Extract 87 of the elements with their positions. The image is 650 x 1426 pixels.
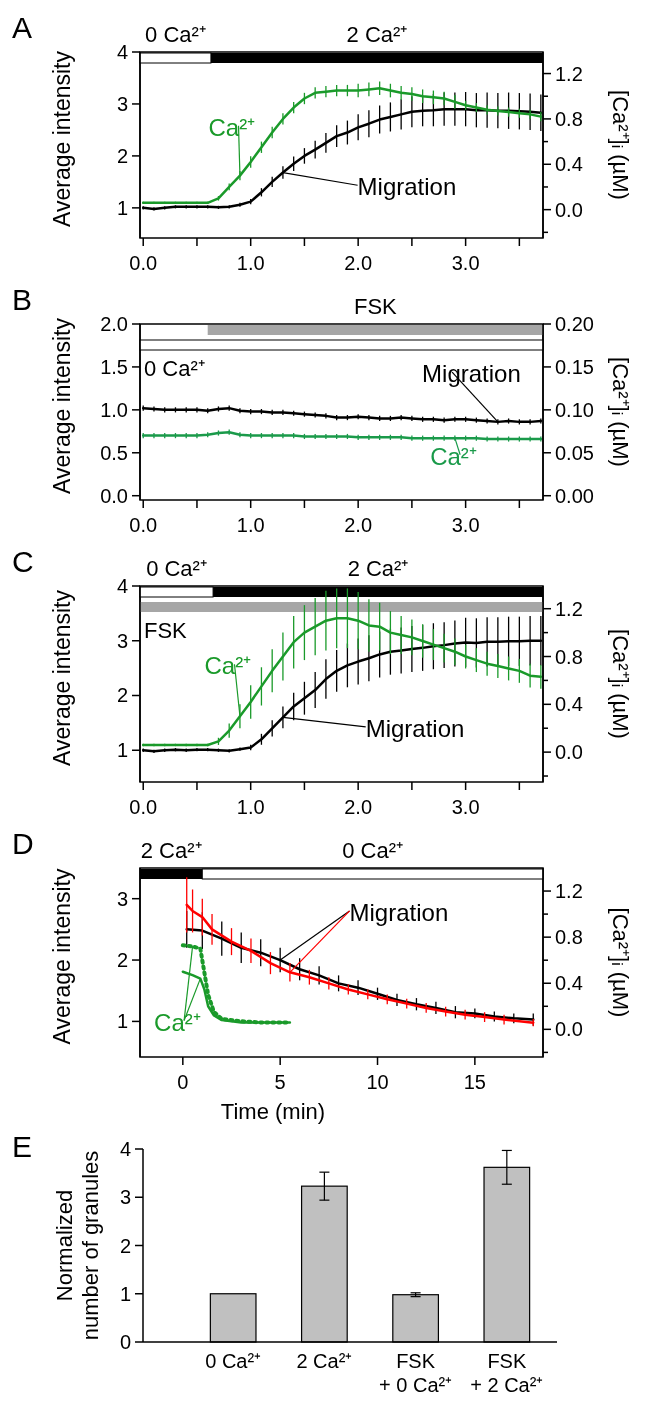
y2-axis-title: [Ca²⁺]ᵢ (µM): [608, 907, 633, 1018]
chart-title: A: [12, 11, 33, 44]
y-axis-title: Average intensity: [49, 317, 75, 495]
band-label: FSK: [353, 294, 398, 319]
y2-tick-label: 0.0: [555, 741, 583, 764]
x-tick-label: 2.0: [344, 514, 373, 536]
y-tick-label: 1: [119, 1282, 131, 1305]
y2-tick-label: 0.0: [555, 198, 583, 221]
x-tick-label: 3.0: [451, 514, 480, 536]
y2-tick-label: 1.2: [555, 880, 583, 903]
y-tick-label: 2: [116, 684, 128, 707]
y-tick-label: 1: [116, 1010, 128, 1033]
y2-tick-label: 0.4: [555, 693, 583, 716]
y2-tick-label: 0.4: [555, 153, 583, 176]
chart-title: B: [12, 283, 33, 316]
y-tick-label: 3: [119, 1186, 131, 1209]
y-tick-label: 2.0: [100, 313, 128, 335]
legend-label: Migration: [365, 714, 465, 742]
band-label: 0 Ca²⁺: [144, 356, 205, 381]
y2-tick-label: 0.15: [555, 355, 594, 378]
y-tick-label: 4: [116, 575, 128, 597]
y-tick-label: 4: [119, 1138, 131, 1160]
chart-title: E: [12, 1130, 33, 1163]
legend-label: Migration: [357, 173, 457, 201]
x-tick-label: FSK + 0 Ca²⁺: [379, 1350, 453, 1396]
x-tick-label: 2.0: [344, 252, 373, 274]
x-tick-label: 2 Ca²⁺: [296, 1350, 353, 1372]
band-label: FSK: [144, 618, 188, 643]
x-axis-title: Time (min): [220, 1099, 326, 1124]
y2-axis-title: [Ca²⁺]ᵢ (µM): [608, 90, 633, 200]
x-tick-label: 3.0: [451, 796, 480, 818]
x-tick-label: 5: [274, 1071, 286, 1093]
y-tick-label: 1.0: [100, 398, 128, 421]
y2-tick-label: 0.8: [555, 107, 583, 130]
band-label: 2 Ca²⁺: [140, 838, 202, 863]
y-tick-label: 1.5: [100, 355, 128, 378]
y-tick-label: 3: [116, 92, 128, 115]
text: Migration: [349, 898, 449, 926]
y-tick-label: 2: [116, 144, 128, 167]
y2-tick-label: 0.8: [555, 645, 583, 668]
y-tick-label: 2: [119, 1234, 131, 1257]
x-tick-label: 15: [463, 1071, 486, 1093]
band-label: 2 Ca²⁺: [346, 22, 408, 47]
series-label: Ca²⁺: [430, 442, 477, 470]
x-tick-label: 0: [177, 1071, 189, 1093]
y-tick-label: 0: [119, 1331, 131, 1353]
y-tick-label: 4: [116, 41, 128, 63]
band-label: 0 Ca²⁺: [145, 22, 206, 47]
y2-axis-title: [Ca²⁺]ᵢ (µM): [608, 357, 633, 467]
y-tick-label: 3: [116, 629, 128, 652]
y2-tick-label: 0.10: [555, 398, 594, 421]
x-tick-label: 1.0: [236, 514, 265, 536]
series-label: Ca²⁺: [154, 1008, 201, 1036]
y2-tick-label: 1.2: [555, 62, 583, 85]
series-label: Ca²⁺: [208, 113, 256, 141]
y-axis-title: Average intensity: [49, 50, 75, 228]
y-axis-title: Average intensity: [49, 589, 75, 767]
series-label: Ca²⁺: [204, 652, 252, 680]
y2-tick-label: 1.2: [555, 597, 583, 620]
y2-tick-label: 0.20: [555, 313, 594, 335]
x-tick-label: 0 Ca²⁺: [205, 1350, 262, 1372]
x-tick-label: 2.0: [344, 796, 373, 818]
y-tick-label: 0.0: [100, 484, 128, 507]
x-tick-label: 10: [366, 1071, 389, 1093]
band-label: 0 Ca²⁺: [342, 838, 404, 863]
y-axis-title: Normalized number of granules: [52, 1150, 103, 1341]
band-label: 2 Ca²⁺: [347, 556, 409, 581]
y2-tick-label: 0.8: [555, 926, 583, 949]
y2-tick-label: 0.0: [555, 1018, 583, 1041]
chart-title: D: [12, 827, 34, 860]
y2-axis-title: [Ca²⁺]ᵢ (µM): [608, 629, 633, 739]
x-tick-label: 3.0: [451, 252, 480, 274]
y-tick-label: 1: [116, 196, 128, 219]
y-tick-label: 0.5: [100, 441, 128, 464]
band-label: 0 Ca²⁺: [146, 556, 207, 581]
x-tick-label: 1.0: [236, 252, 265, 274]
y-tick-label: 3: [116, 887, 128, 910]
y2-tick-label: 0.4: [555, 972, 583, 995]
y-axis-title: Average intensity: [49, 867, 75, 1045]
x-tick-label: 1.0: [236, 796, 265, 818]
y-tick-label: 1: [116, 739, 128, 762]
y-tick-label: 2: [116, 949, 128, 972]
x-tick-label: FSK + 2 Ca²⁺: [470, 1350, 544, 1396]
y2-tick-label: 0.00: [555, 484, 594, 507]
y2-tick-label: 0.05: [555, 441, 594, 464]
chart-title: C: [12, 545, 34, 578]
series-label: Migration: [422, 360, 521, 388]
